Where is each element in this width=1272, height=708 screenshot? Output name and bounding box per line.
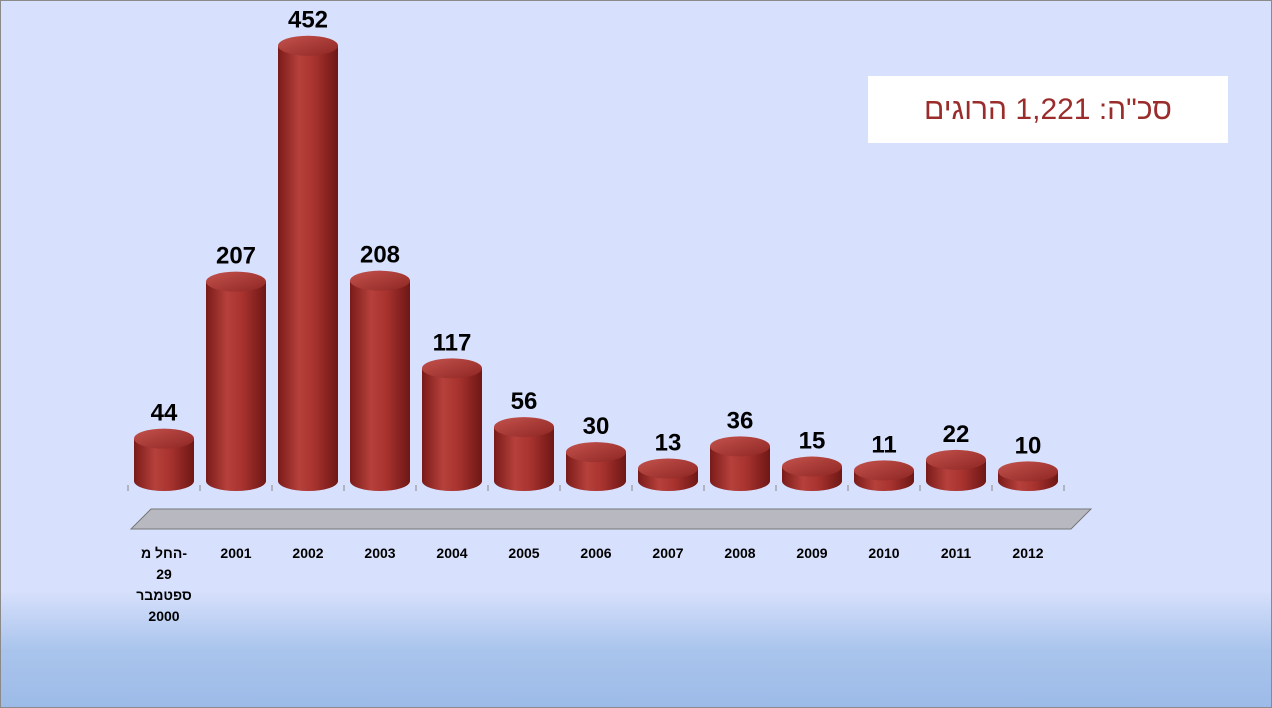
- bar-cap: [206, 271, 266, 292]
- bar-cap: [710, 436, 770, 457]
- annotation: סכ"ה: 1,221 הרוגים: [868, 76, 1228, 143]
- value-label: 452: [288, 7, 328, 34]
- x-tick-label: 2007: [652, 545, 684, 561]
- value-label: 15: [799, 428, 826, 455]
- x-tick-label: 2010: [868, 545, 900, 561]
- bar-cap: [422, 358, 482, 379]
- bar-cap: [566, 442, 626, 463]
- bar-cap: [278, 35, 338, 56]
- x-tick-label: 2004: [436, 545, 468, 561]
- bar: [494, 417, 554, 491]
- bar: [782, 456, 842, 491]
- x-tick-label: החל מ- 29 ספטמבר 2000: [136, 545, 192, 624]
- value-label: 22: [943, 421, 970, 448]
- x-tick-label: 2012: [1012, 545, 1044, 561]
- bar: [350, 270, 410, 491]
- bar-body: [134, 438, 194, 491]
- bar-cap: [926, 449, 986, 470]
- bar: [638, 458, 698, 491]
- bar-cap: [638, 458, 698, 479]
- bar: [278, 35, 338, 492]
- bar-cap: [350, 270, 410, 291]
- value-label: 13: [655, 429, 682, 456]
- x-tick-label: 2001: [220, 545, 252, 561]
- value-label: 30: [583, 413, 610, 440]
- value-label: 117: [433, 329, 472, 356]
- value-label: 207: [216, 243, 256, 270]
- bar-body: [422, 368, 482, 491]
- bar-body: [350, 280, 410, 491]
- value-label: 208: [360, 242, 400, 269]
- bar-cap: [998, 461, 1058, 482]
- bar: [710, 436, 770, 491]
- bar: [206, 271, 266, 491]
- bar-cap: [782, 456, 842, 477]
- x-tick-label: 2006: [580, 545, 612, 561]
- x-tick-label: 2008: [724, 545, 756, 561]
- value-label: 56: [511, 388, 538, 415]
- floor: [129, 508, 1093, 530]
- x-tick-label: 2003: [364, 545, 396, 561]
- bar-body: [278, 45, 338, 492]
- bar-body: [710, 446, 770, 491]
- x-tick-label: 2005: [508, 545, 540, 561]
- bar: [134, 428, 194, 491]
- bar-cap: [854, 460, 914, 481]
- bar: [926, 449, 986, 491]
- bar: [566, 442, 626, 491]
- value-label: 10: [1015, 432, 1042, 459]
- bar-cap: [494, 417, 554, 438]
- x-tick-label: 2009: [796, 545, 828, 561]
- bar: [422, 358, 482, 491]
- bar: [854, 460, 914, 491]
- value-label: 36: [727, 407, 754, 434]
- x-tick-label: 2011: [940, 545, 972, 561]
- bar-body: [494, 427, 554, 491]
- bar-body: [566, 452, 626, 491]
- bar-cap: [134, 428, 194, 449]
- bar: [998, 461, 1058, 491]
- x-tick-label: 2002: [292, 545, 324, 561]
- value-label: 44: [151, 400, 178, 427]
- bar-body: [206, 281, 266, 491]
- value-label: 11: [871, 431, 896, 458]
